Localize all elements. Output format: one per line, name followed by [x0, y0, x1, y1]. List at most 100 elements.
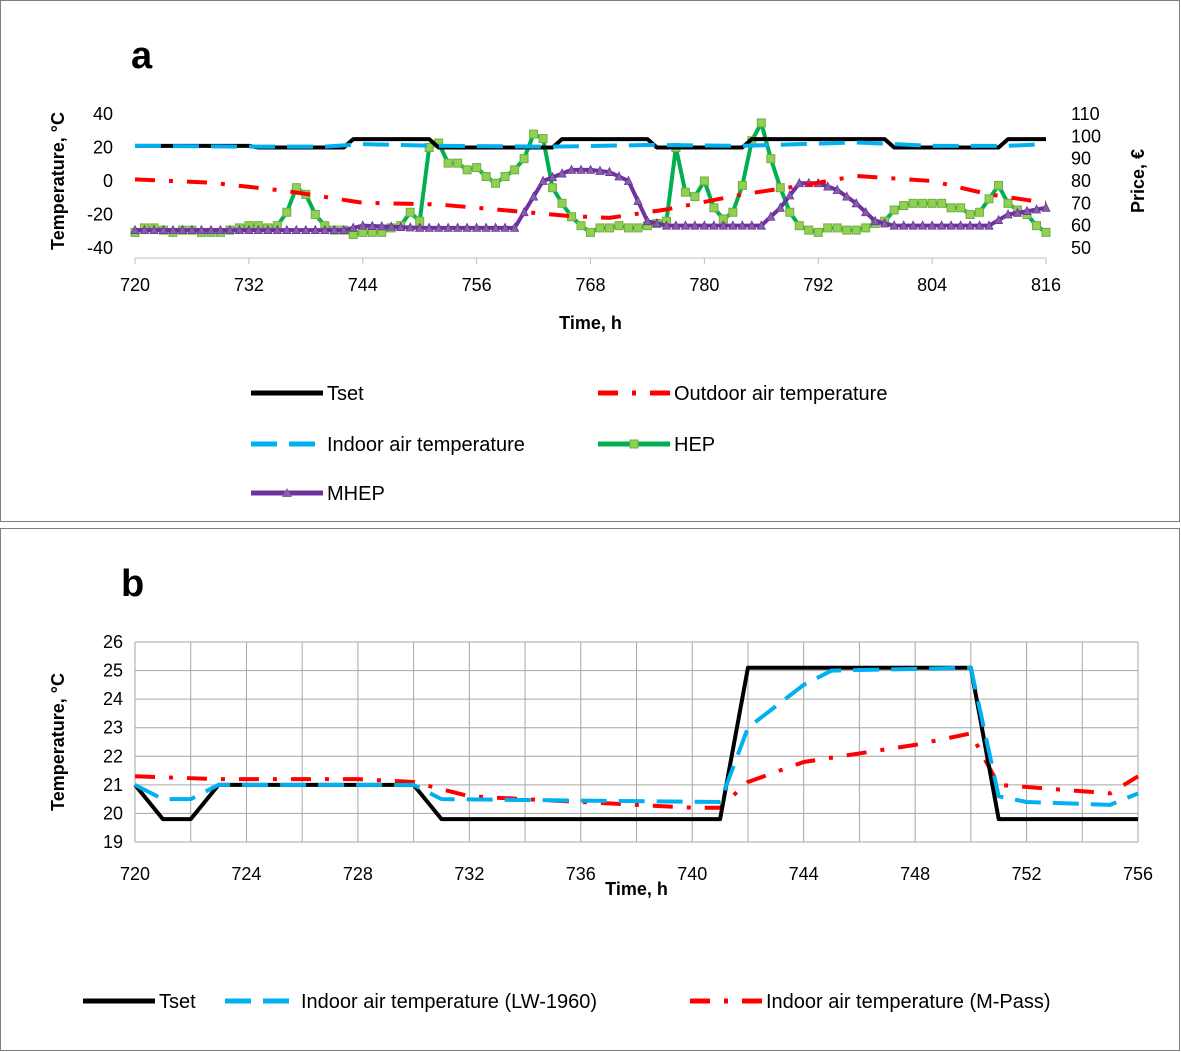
- a-mhep-marker: [386, 221, 396, 231]
- a-hep-marker: [481, 172, 491, 182]
- a-mhep-marker: [301, 224, 311, 235]
- a-mhep-marker: [946, 220, 956, 230]
- chart-a-svg: a 720 732 744 756 768 780 792 804 816 40 20 0 -20 -40 1…: [48, 35, 1148, 505]
- a-hep-marker: [491, 178, 501, 188]
- a-hep-marker: [832, 223, 842, 233]
- a-mhep-marker: [149, 224, 159, 235]
- a-mhep-marker: [576, 164, 586, 174]
- a-mhep-marker: [377, 221, 387, 231]
- a-mhep-marker: [917, 220, 928, 230]
- a-hep-marker: [975, 207, 985, 217]
- a-mhep-marker: [718, 220, 729, 230]
- a-mhep-marker: [443, 222, 453, 232]
- a-hep-marker: [861, 223, 871, 233]
- a-mhep-marker: [462, 222, 472, 232]
- a-y-axis-title: Temperature, °C: [48, 112, 68, 250]
- a-mhep-marker: [671, 220, 681, 230]
- a-y2-tick-label: 60: [1071, 216, 1091, 236]
- b-x-tick-label: 752: [1012, 864, 1042, 884]
- a-mhep-marker: [965, 220, 975, 230]
- a-y2-tick-label: 80: [1071, 171, 1091, 191]
- a-mhep-marker: [528, 191, 539, 201]
- a-mhep-marker: [785, 190, 795, 200]
- a-series-outdoor-air-temperature: [134, 173, 1047, 220]
- a-legend-label-mhep: MHEP: [327, 483, 385, 505]
- a-legend-label-outdoor-air-temperature: Outdoor air temperature: [674, 383, 887, 405]
- a-mhep-marker: [367, 220, 377, 230]
- a-y-tick-label: -20: [87, 205, 113, 225]
- a-hep-marker: [443, 158, 453, 168]
- a-mhep-marker: [1003, 209, 1013, 219]
- a-mhep-marker: [614, 171, 624, 181]
- a-hep-marker: [937, 198, 947, 208]
- a-mhep-marker: [566, 164, 577, 174]
- a-hep-marker: [756, 118, 766, 128]
- a-mhep-marker: [481, 222, 491, 232]
- b-y-axis-title: Temperature, °C: [48, 673, 68, 811]
- a-hep-marker: [282, 207, 292, 217]
- a-y-tick-label: -40: [87, 238, 113, 258]
- a-hep-marker: [614, 221, 624, 231]
- a-hep-marker: [813, 227, 823, 237]
- a-mhep-marker: [880, 218, 890, 228]
- a-mhep-marker: [661, 220, 672, 230]
- a-hep-marker: [918, 198, 928, 208]
- a-mhep-marker: [500, 222, 510, 232]
- b-x-tick-label: 744: [789, 864, 819, 884]
- a-mhep-marker: [215, 224, 226, 235]
- a-hep-marker: [604, 223, 614, 233]
- a-y2-tick-label: 110: [1071, 104, 1100, 124]
- a-mhep-marker: [899, 220, 909, 230]
- a-mhep-marker: [471, 222, 482, 232]
- a-mhep-marker: [955, 220, 966, 230]
- panel-label-b: b: [121, 563, 144, 605]
- a-hep-marker: [899, 201, 909, 211]
- a-hep-marker: [794, 221, 804, 231]
- b-y-tick-label: 24: [103, 689, 123, 709]
- a-hep-marker: [405, 207, 415, 217]
- chart-b-svg: b 720 724 728 732 736 740 744 748 752 756 26 25 24 23 2…: [48, 563, 1153, 1013]
- a-mhep-marker: [984, 220, 994, 230]
- a-x-tick-label: 780: [689, 275, 719, 295]
- a-hep-marker: [994, 180, 1004, 190]
- a-mhep-marker: [1041, 202, 1051, 212]
- a-hep-marker: [576, 221, 586, 231]
- a-y2-axis-title: Price, €: [1128, 149, 1148, 213]
- a-mhep-marker: [1031, 204, 1042, 214]
- a-hep-marker: [965, 210, 975, 219]
- a-mhep-marker: [234, 224, 245, 235]
- b-y-tick-label: 25: [103, 661, 123, 681]
- a-mhep-marker: [452, 222, 463, 232]
- a-x-tick-label: 732: [234, 275, 264, 295]
- a-hep-marker: [510, 165, 520, 175]
- a-x-tick-label: 720: [120, 275, 150, 295]
- a-legend-label-hep: HEP: [674, 434, 715, 456]
- a-mhep-marker: [538, 175, 548, 185]
- a-mhep-marker: [434, 222, 444, 232]
- b-x-tick-label: 732: [454, 864, 484, 884]
- a-y-tick-label: 20: [93, 138, 113, 158]
- a-mhep-marker: [139, 224, 150, 235]
- a-mhep-marker: [709, 220, 719, 230]
- a-mhep-marker: [680, 220, 691, 230]
- a-hep-marker: [851, 225, 861, 235]
- a-hep-marker: [775, 183, 785, 193]
- a-mhep-marker: [490, 222, 501, 232]
- a-y2-tick-label: 90: [1071, 149, 1091, 169]
- a-mhep-marker: [187, 224, 197, 235]
- a-hep-marker: [956, 203, 966, 213]
- a-hep-marker: [823, 223, 833, 233]
- a-x-tick-label: 804: [917, 275, 947, 295]
- a-y2-tick-label: 50: [1071, 238, 1091, 258]
- b-y-tick-label: 19: [103, 832, 123, 852]
- a-mhep-marker: [775, 202, 785, 212]
- a-hep-marker: [927, 198, 937, 208]
- a-mhep-marker: [604, 166, 615, 176]
- a-x-tick-label: 792: [803, 275, 833, 295]
- a-mhep-marker: [794, 177, 804, 188]
- b-x-tick-label: 720: [120, 864, 150, 884]
- a-mhep-marker: [690, 220, 700, 230]
- a-mhep-marker: [177, 224, 188, 235]
- a-mhep-marker: [699, 220, 710, 230]
- b-legend-label-tset: Tset: [159, 991, 196, 1013]
